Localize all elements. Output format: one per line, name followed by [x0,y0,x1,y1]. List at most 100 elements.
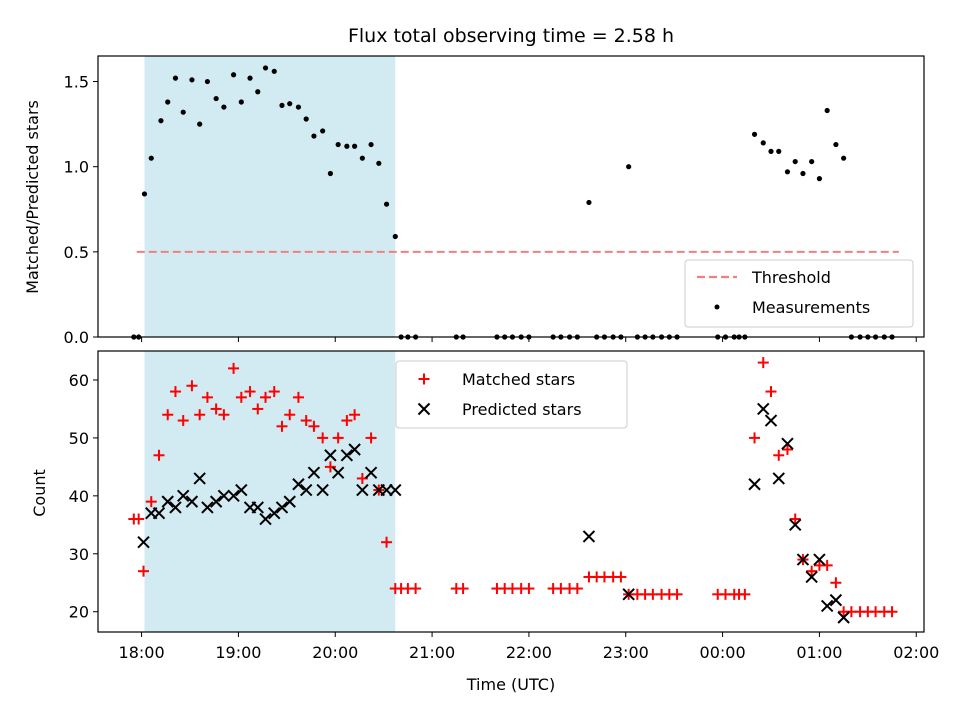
measurement-point [344,143,350,149]
bottom-y-axis-label: Count [30,469,49,517]
chart-title: Flux total observing time = 2.58 h [348,25,674,47]
measurement-point [172,75,179,81]
measurement-point [751,131,758,137]
matched-star-point [781,443,793,455]
predicted-star-point [307,466,321,479]
measurement-point [833,141,839,148]
predicted-star-point [837,611,850,624]
top-y-axis-label: Matched/Predicted stars [23,100,42,294]
x-tick-label: 23:00 [603,643,649,662]
bottom-panel: 20 30 40 50 60 18:00 19:00 20:00 21:00 22:00 23:0… [30,350,939,694]
bottom-x-axis-label: Time (UTC) [466,675,555,694]
matched-star-point [268,386,280,398]
predicted-star-point [789,518,802,532]
measurement-point [335,141,341,148]
matched-star-point [332,432,344,444]
matched-star-point [789,513,801,525]
matched-star-point [276,420,288,432]
measurement-point [586,199,592,206]
matched-star-point [749,432,761,444]
bottom-y-tick-label: 40 [69,487,89,506]
top-axes-frame [97,55,925,338]
measurement-point [197,121,203,127]
measurement-point [784,169,791,175]
matched-star-point [739,588,751,600]
measurement-point [221,104,227,110]
predicted-star-point [185,495,199,508]
matched-star-point [886,606,898,618]
predicted-star-point [772,472,785,485]
bottom-y-tick-label: 20 [69,603,89,622]
predicted-star-point [169,501,182,514]
predicted-star-point [227,489,240,503]
bottom-legend: Matched stars Predicted stars [395,360,628,429]
predicted-star-point [757,402,770,416]
matched-star-point [235,391,247,403]
matched-star-point [138,565,150,577]
matched-star-point [349,409,361,421]
predicted-star-point [283,495,296,508]
predicted-star-point [829,593,843,607]
matched-star-point [615,571,627,583]
matched-star-point [194,409,206,421]
predicted-star-point [348,443,361,456]
matched-star-point [133,513,145,525]
matched-star-point [571,583,583,595]
top-panel: 0.0 0.5 1.0 1.5 Matched/Predicted stars Thr… [23,55,925,347]
measurement-point [816,176,823,182]
legend-measurements-label: Measurements [752,298,870,317]
bottom-axes-frame [97,350,925,633]
measurement-point [376,160,382,166]
predicted-star-point [217,489,231,503]
measurement-point [204,78,211,85]
legend-threshold-label: Threshold [751,268,831,287]
matched-star-point [830,577,842,589]
measurement-point [148,155,154,161]
predicted-star-point [201,501,214,514]
matched-star-point [806,565,818,577]
measurement-point [230,72,237,78]
legend-predicted-swatch [417,402,431,416]
matched-star-point [145,496,157,508]
predicted-star-point [152,507,166,520]
matched-star-point [169,386,181,398]
measurement-point [180,109,186,115]
top-y-tick-label: 0.0 [64,328,89,347]
legend-matched-swatch [418,373,430,385]
predicted-star-point [161,495,174,508]
matched-star-point [218,409,230,421]
matched-star-point [457,583,469,595]
x-tick-label: 02:00 [893,643,939,662]
matched-star-point [381,536,393,548]
matched-star-point [292,391,304,403]
predicted-star-point [820,599,834,613]
matched-star-point [162,409,174,421]
measurement-point [262,65,269,71]
bottom-y-tick-label: 30 [69,545,89,564]
matched-star-point [341,415,353,427]
measurement-point [776,148,782,154]
measurement-point [213,95,219,102]
x-tick-label: 00:00 [700,643,746,662]
measurement-point [352,143,358,149]
measurement-point [295,104,302,110]
matched-star-point [773,449,785,461]
matched-star-point [757,357,769,369]
top-y-tick-label: 0.5 [64,243,89,262]
predicted-star-point [316,483,329,497]
predicted-star-point [364,466,378,479]
matched-star-point [177,415,189,427]
predicted-star-point [275,501,289,514]
predicted-star-point [137,535,150,549]
matched-star-point [186,380,198,392]
matched-star-point [410,583,422,595]
matched-star-point [260,391,272,403]
x-tick-label: 21:00 [409,643,455,662]
measurement-point [247,75,253,81]
matched-star-point [365,432,377,444]
matched-star-point [210,403,222,415]
measurement-point [626,164,632,170]
top-y-tick-label: 1.0 [64,158,89,177]
matched-star-point [300,415,312,427]
predicted-star-point [764,414,778,427]
